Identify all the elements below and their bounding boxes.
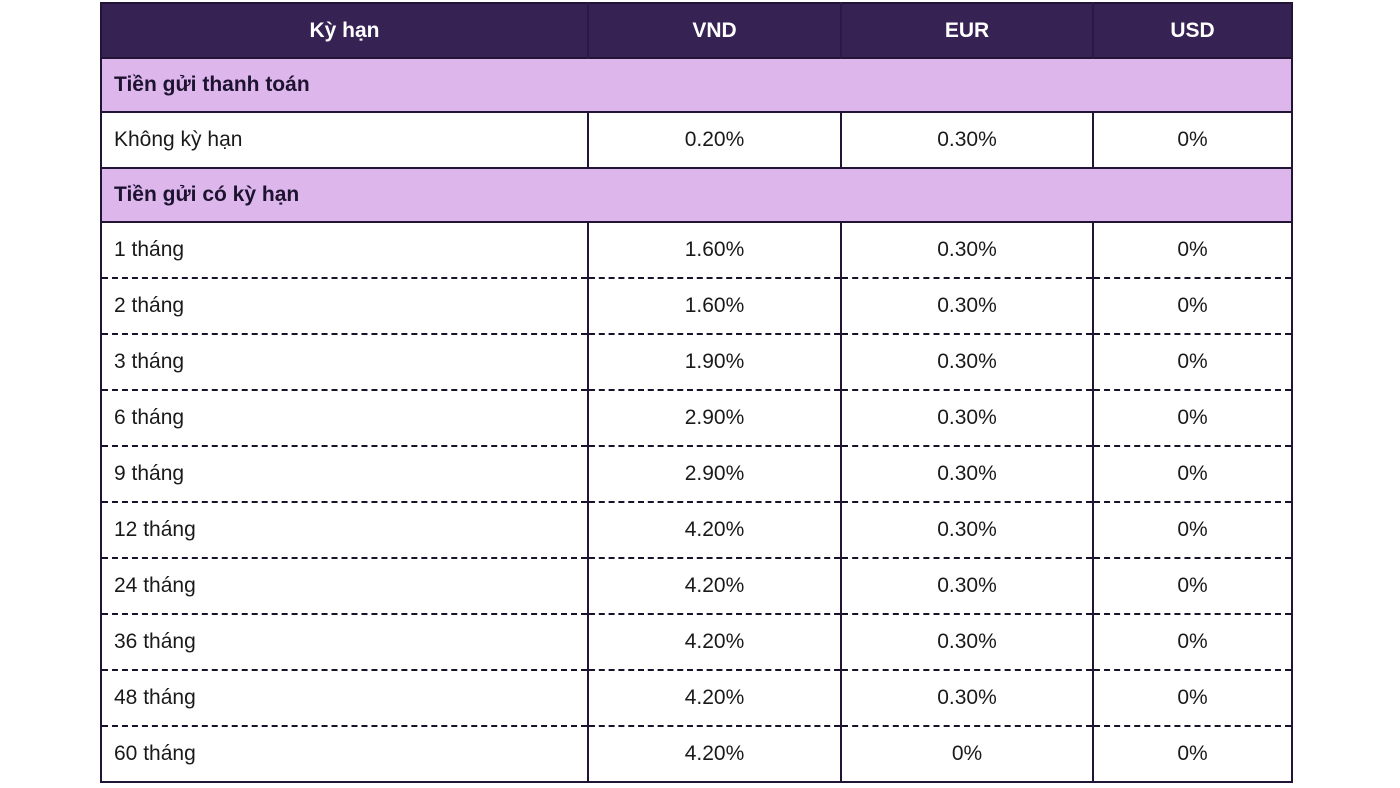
- rate-cell-usd: 0%: [1092, 557, 1292, 614]
- rate-cell-eur: 0.30%: [840, 501, 1093, 558]
- rate-cell-eur: 0.30%: [840, 445, 1093, 502]
- rate-cell-usd: 0%: [1092, 669, 1292, 726]
- section-row: Tiền gửi có kỳ hạn: [101, 167, 1292, 223]
- rate-cell-eur: 0.30%: [840, 333, 1093, 390]
- term-cell: 60 tháng: [101, 725, 588, 782]
- rate-cell-eur: 0.30%: [840, 111, 1093, 168]
- term-cell: 1 tháng: [101, 221, 588, 278]
- rate-cell-vnd: 4.20%: [587, 613, 841, 670]
- table-header: Kỳ hạn VND EUR USD: [101, 3, 1292, 58]
- rate-cell-usd: 0%: [1092, 389, 1292, 446]
- table-row: 60 tháng 4.20% 0% 0%: [101, 725, 1292, 782]
- term-cell: 12 tháng: [101, 501, 588, 558]
- rate-cell-usd: 0%: [1092, 725, 1292, 782]
- rate-cell-usd: 0%: [1092, 221, 1292, 278]
- rate-cell-usd: 0%: [1092, 111, 1292, 168]
- rate-cell-vnd: 1.60%: [587, 221, 841, 278]
- rate-cell-vnd: 4.20%: [587, 725, 841, 782]
- table-row: 6 tháng 2.90% 0.30% 0%: [101, 389, 1292, 446]
- deposit-rates-table: Kỳ hạn VND EUR USD Tiền gửi thanh toán Không…: [100, 2, 1293, 783]
- rate-cell-eur: 0.30%: [840, 277, 1093, 334]
- rate-cell-eur: 0.30%: [840, 613, 1093, 670]
- rate-cell-usd: 0%: [1092, 333, 1292, 390]
- rate-cell-usd: 0%: [1092, 613, 1292, 670]
- rate-cell-vnd: 0.20%: [587, 111, 841, 168]
- term-cell: 36 tháng: [101, 613, 588, 670]
- section-title: Tiền gửi thanh toán: [101, 57, 1292, 113]
- term-cell: 6 tháng: [101, 389, 588, 446]
- column-header-usd: USD: [1092, 3, 1292, 58]
- table-row: 12 tháng 4.20% 0.30% 0%: [101, 501, 1292, 558]
- table-row: 1 tháng 1.60% 0.30% 0%: [101, 221, 1292, 278]
- rate-cell-vnd: 4.20%: [587, 669, 841, 726]
- section-title: Tiền gửi có kỳ hạn: [101, 167, 1292, 223]
- rate-cell-usd: 0%: [1092, 277, 1292, 334]
- rate-cell-vnd: 2.90%: [587, 389, 841, 446]
- section-row: Tiền gửi thanh toán: [101, 57, 1292, 113]
- term-cell: 48 tháng: [101, 669, 588, 726]
- rate-cell-usd: 0%: [1092, 445, 1292, 502]
- rate-cell-eur: 0.30%: [840, 221, 1093, 278]
- rate-cell-vnd: 1.60%: [587, 277, 841, 334]
- rate-cell-eur: 0.30%: [840, 669, 1093, 726]
- term-cell: 3 tháng: [101, 333, 588, 390]
- header-row: Kỳ hạn VND EUR USD: [101, 3, 1292, 58]
- table-body: Tiền gửi thanh toán Không kỳ hạn 0.20% 0.30…: [101, 57, 1292, 782]
- table-row: 3 tháng 1.90% 0.30% 0%: [101, 333, 1292, 390]
- table-row: 24 tháng 4.20% 0.30% 0%: [101, 557, 1292, 614]
- table-row: Không kỳ hạn 0.20% 0.30% 0%: [101, 111, 1292, 168]
- rate-cell-vnd: 1.90%: [587, 333, 841, 390]
- table-row: 48 tháng 4.20% 0.30% 0%: [101, 669, 1292, 726]
- rate-cell-eur: 0.30%: [840, 557, 1093, 614]
- term-cell: 9 tháng: [101, 445, 588, 502]
- column-header-term: Kỳ hạn: [101, 3, 588, 58]
- term-cell: Không kỳ hạn: [101, 111, 588, 168]
- rate-cell-eur: 0%: [840, 725, 1093, 782]
- table-row: 9 tháng 2.90% 0.30% 0%: [101, 445, 1292, 502]
- term-cell: 24 tháng: [101, 557, 588, 614]
- column-header-eur: EUR: [840, 3, 1093, 58]
- rate-cell-vnd: 2.90%: [587, 445, 841, 502]
- table-row: 2 tháng 1.60% 0.30% 0%: [101, 277, 1292, 334]
- table-row: 36 tháng 4.20% 0.30% 0%: [101, 613, 1292, 670]
- term-cell: 2 tháng: [101, 277, 588, 334]
- column-header-vnd: VND: [587, 3, 841, 58]
- rate-cell-vnd: 4.20%: [587, 557, 841, 614]
- rate-cell-usd: 0%: [1092, 501, 1292, 558]
- rate-cell-eur: 0.30%: [840, 389, 1093, 446]
- rate-cell-vnd: 4.20%: [587, 501, 841, 558]
